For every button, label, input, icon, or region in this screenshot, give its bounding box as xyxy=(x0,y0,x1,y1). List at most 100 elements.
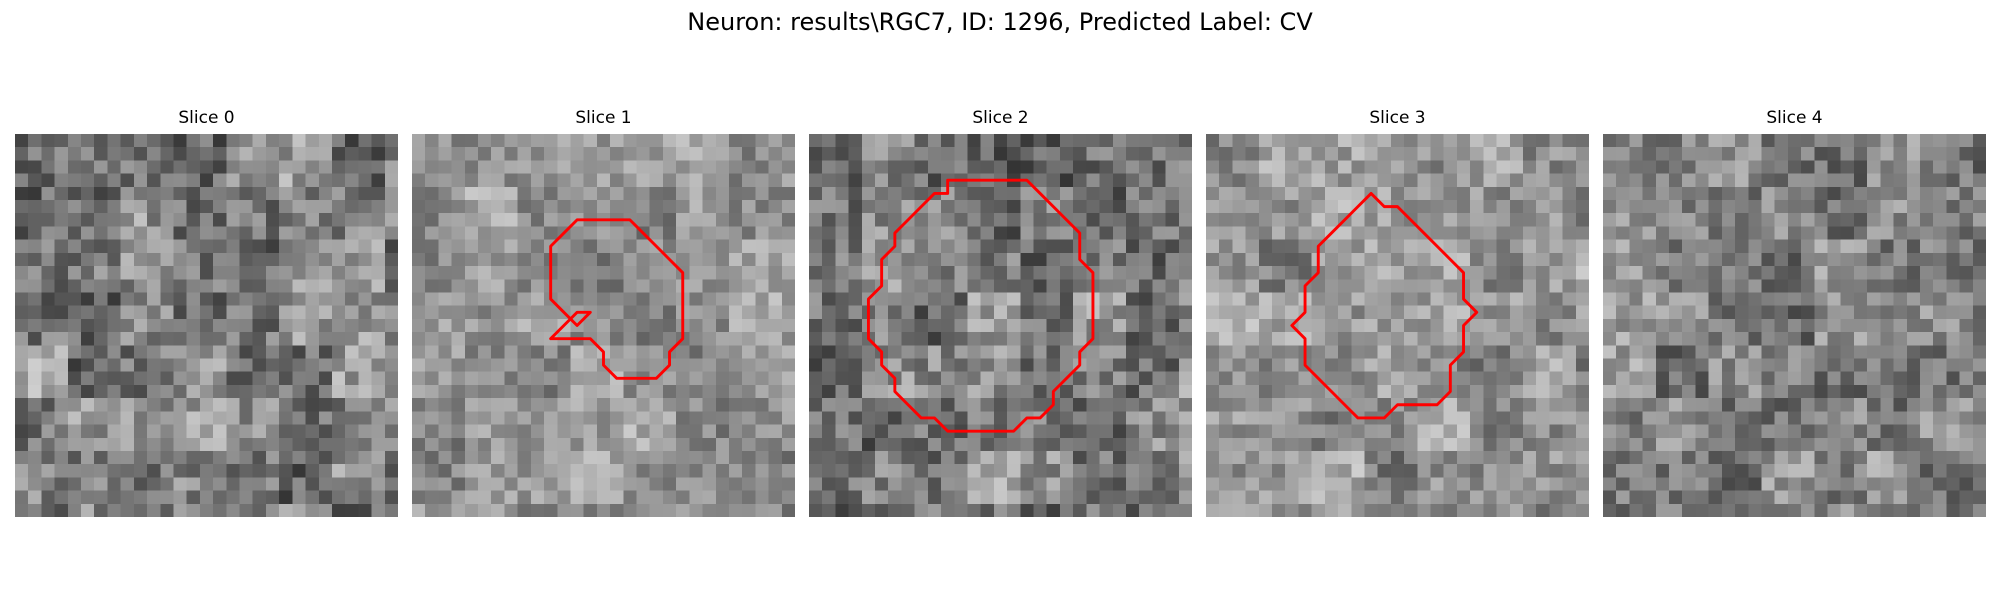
pixel xyxy=(1219,345,1233,359)
pixel xyxy=(967,160,981,174)
pixel xyxy=(1682,200,1696,214)
pixel xyxy=(1417,384,1431,399)
pixel xyxy=(728,490,743,505)
pixel xyxy=(570,345,584,359)
pixel xyxy=(331,477,346,491)
pixel xyxy=(1390,345,1405,359)
pixel xyxy=(517,398,532,412)
pixel xyxy=(15,358,29,372)
pixel xyxy=(1735,318,1749,333)
pixel xyxy=(1046,305,1061,320)
pixel xyxy=(1787,345,1802,359)
pixel xyxy=(980,186,995,201)
pixel xyxy=(1972,424,1986,439)
pixel xyxy=(28,490,42,505)
pixel xyxy=(1165,186,1180,201)
pixel xyxy=(1549,173,1563,188)
pixel xyxy=(345,305,359,320)
pixel xyxy=(451,279,466,293)
pixel xyxy=(530,213,545,227)
pixel xyxy=(1165,305,1180,320)
pixel xyxy=(54,477,69,491)
pixel xyxy=(1536,398,1550,412)
pixel xyxy=(81,384,95,399)
pixel xyxy=(742,332,756,346)
pixel xyxy=(1311,226,1326,240)
pixel xyxy=(292,411,306,425)
pixel xyxy=(1629,239,1643,254)
pixel xyxy=(662,477,677,491)
pixel xyxy=(715,424,730,439)
pixel xyxy=(1086,186,1100,201)
pixel xyxy=(1509,292,1524,306)
pixel xyxy=(1642,384,1657,399)
pixel xyxy=(107,318,121,333)
pixel xyxy=(623,252,637,267)
pixel xyxy=(742,134,756,148)
pixel xyxy=(1324,450,1339,465)
pixel xyxy=(1178,292,1192,306)
pixel xyxy=(689,503,703,517)
pixel xyxy=(252,213,267,227)
pixel xyxy=(861,239,876,254)
pixel xyxy=(649,398,664,412)
pixel xyxy=(662,384,677,399)
pixel xyxy=(1880,398,1894,412)
pixel xyxy=(107,345,121,359)
pixel xyxy=(1219,358,1233,372)
pixel xyxy=(1959,345,1974,359)
pixel xyxy=(1377,266,1392,280)
pixel xyxy=(715,200,730,214)
pixel xyxy=(1549,503,1563,517)
pixel xyxy=(1642,332,1657,346)
pixel xyxy=(1655,503,1670,517)
pixel xyxy=(728,424,743,439)
pixel xyxy=(1735,252,1749,267)
pixel xyxy=(1669,332,1683,346)
pixel xyxy=(941,279,955,293)
pixel xyxy=(596,226,611,240)
pixel xyxy=(81,147,95,161)
pixel xyxy=(1603,200,1617,214)
pixel xyxy=(345,266,359,280)
pixel xyxy=(676,450,690,465)
pixel xyxy=(1603,332,1617,346)
pixel xyxy=(1880,266,1894,280)
pixel xyxy=(1549,384,1563,399)
pixel xyxy=(1853,424,1868,439)
pixel xyxy=(464,371,479,386)
pixel xyxy=(1708,384,1723,399)
pixel xyxy=(1827,345,1841,359)
pixel xyxy=(239,332,253,346)
pixel xyxy=(1919,213,1934,227)
pixel xyxy=(239,134,253,148)
pixel xyxy=(1258,490,1273,505)
pixel xyxy=(1575,173,1589,188)
pixel xyxy=(318,160,333,174)
pixel xyxy=(1906,305,1921,320)
pixel xyxy=(1020,477,1034,491)
pixel xyxy=(1972,437,1986,452)
pixel xyxy=(41,345,55,359)
pixel xyxy=(1404,477,1418,491)
pixel xyxy=(689,450,703,465)
pixel xyxy=(1073,160,1087,174)
pixel xyxy=(252,147,267,161)
pixel xyxy=(1708,411,1723,425)
pixel xyxy=(1219,305,1233,320)
pixel xyxy=(186,384,201,399)
pixel xyxy=(914,305,929,320)
pixel xyxy=(941,437,955,452)
pixel xyxy=(1893,424,1908,439)
pixel xyxy=(1178,134,1192,148)
pixel xyxy=(1853,226,1868,240)
pixel xyxy=(993,450,1008,465)
pixel xyxy=(768,371,783,386)
pixel xyxy=(517,134,532,148)
pixel xyxy=(67,226,82,240)
pixel xyxy=(1377,384,1392,399)
pixel xyxy=(1059,292,1074,306)
pixel xyxy=(557,424,571,439)
pixel xyxy=(464,318,479,333)
pixel xyxy=(252,318,267,333)
